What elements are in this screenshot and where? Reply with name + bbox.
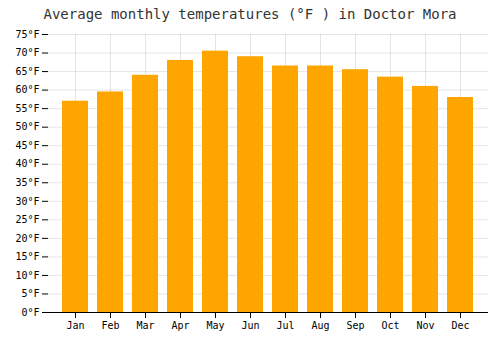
svg-text:May: May <box>206 320 224 331</box>
svg-text:40°F: 40°F <box>15 158 39 169</box>
svg-text:Jun: Jun <box>241 320 259 331</box>
svg-text:20°F: 20°F <box>15 233 39 244</box>
html-text:Average monthly temperatures (: Average monthly temperatures (°F ) in Do… <box>43 6 457 22</box>
svg-text:30°F: 30°F <box>15 196 39 207</box>
svg-text:15°F: 15°F <box>15 251 39 262</box>
svg-text:Apr: Apr <box>171 320 189 331</box>
svg-text:Nov: Nov <box>416 320 434 331</box>
svg-text:Mar: Mar <box>136 320 154 331</box>
svg-text:35°F: 35°F <box>15 177 39 188</box>
svg-text:Sep: Sep <box>346 320 364 331</box>
svg-text:0°F: 0°F <box>21 307 39 318</box>
svg-text:65°F: 65°F <box>15 66 39 77</box>
svg-text:Oct: Oct <box>381 320 399 331</box>
svg-text:55°F: 55°F <box>15 103 39 114</box>
svg-text:Jan: Jan <box>66 320 84 331</box>
svg-text:25°F: 25°F <box>15 214 39 225</box>
svg-text:50°F: 50°F <box>15 121 39 132</box>
svg-text:Aug: Aug <box>311 320 329 331</box>
svg-text:75°F: 75°F <box>15 29 39 40</box>
svg-text:Jul: Jul <box>276 320 294 331</box>
svg-text:45°F: 45°F <box>15 140 39 151</box>
svg-text:5°F: 5°F <box>21 288 39 299</box>
svg-text:10°F: 10°F <box>15 270 39 281</box>
svg-text:Feb: Feb <box>101 320 119 331</box>
svg-text:60°F: 60°F <box>15 84 39 95</box>
svg-text:Dec: Dec <box>451 320 469 331</box>
svg-text:70°F: 70°F <box>15 47 39 58</box>
